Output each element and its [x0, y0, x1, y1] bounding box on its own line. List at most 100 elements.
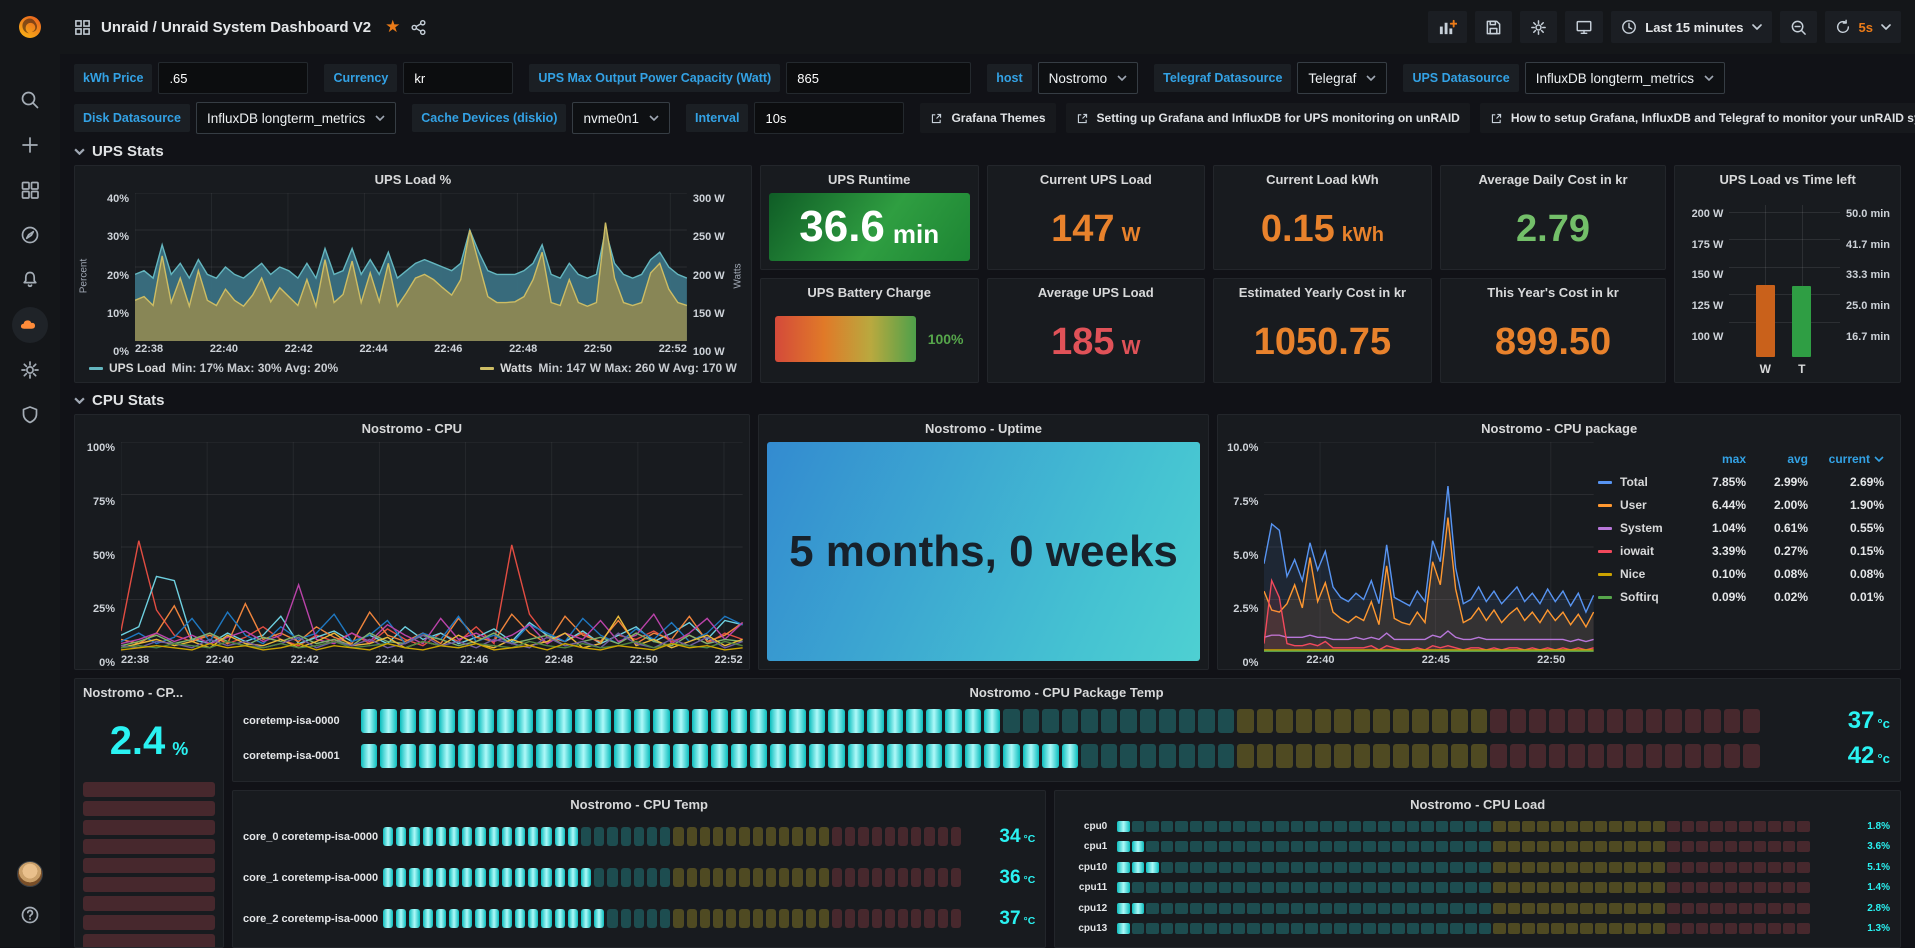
panel-title[interactable]: Nostromo - CPU package: [1481, 421, 1638, 436]
led-bar[interactable]: [383, 868, 961, 887]
panel-title[interactable]: UPS Runtime: [828, 172, 911, 187]
variable-select[interactable]: InfluxDB longterm_metrics: [1524, 62, 1726, 94]
panel-title[interactable]: Nostromo - CPU Temp: [570, 797, 708, 812]
led-segment: [83, 820, 215, 835]
variable-select[interactable]: InfluxDB longterm_metrics: [195, 102, 397, 134]
variable-input[interactable]: kr: [403, 62, 514, 94]
dashboard-settings-button[interactable]: [1520, 11, 1558, 43]
page-title[interactable]: Unraid / Unraid System Dashboard V2: [101, 18, 372, 36]
legend-item[interactable]: Watts Min: 147 W Max: 260 W Avg: 170 W: [480, 361, 737, 375]
explore-compass-icon[interactable]: [12, 217, 48, 253]
led-segment: [528, 868, 539, 887]
shield-icon[interactable]: [12, 397, 48, 433]
alerting-bell-icon[interactable]: [12, 262, 48, 298]
add-panel-button[interactable]: [1428, 11, 1468, 43]
grafana-logo[interactable]: [0, 0, 60, 54]
gear-icon[interactable]: [12, 352, 48, 388]
legend-table-header[interactable]: avg: [1787, 452, 1808, 466]
led-segment: [1464, 861, 1477, 873]
panel-title[interactable]: Estimated Yearly Cost in kr: [1238, 285, 1407, 300]
led-bar[interactable]: [383, 827, 961, 846]
led-segment: [779, 868, 790, 887]
dashboards-icon[interactable]: [12, 172, 48, 208]
led-bar[interactable]: [1117, 841, 1810, 853]
cloud-icon[interactable]: [12, 307, 48, 343]
zoom-out-button[interactable]: [1779, 11, 1817, 43]
led-bar[interactable]: [1117, 820, 1810, 832]
legend-table-series[interactable]: System: [1598, 521, 1684, 535]
led-segment: [1100, 743, 1118, 768]
panel-title[interactable]: Nostromo - CPU: [361, 421, 462, 436]
panel-title[interactable]: UPS Battery Charge: [807, 285, 931, 300]
plus-icon[interactable]: [12, 127, 48, 163]
led-bar[interactable]: [1117, 902, 1810, 914]
help-icon[interactable]: [12, 897, 48, 933]
panel-title[interactable]: Current Load kWh: [1266, 172, 1379, 187]
panel-title[interactable]: Average Daily Cost in kr: [1478, 172, 1628, 187]
led-segment: [1406, 923, 1420, 935]
legend-table-series[interactable]: Nice: [1598, 567, 1684, 581]
variable-select[interactable]: Telegraf: [1297, 62, 1388, 94]
led-segment: [1081, 743, 1098, 768]
search-icon[interactable]: [12, 82, 48, 118]
panel-title[interactable]: Average UPS Load: [1037, 285, 1154, 300]
led-segment: [964, 743, 981, 768]
panel-title[interactable]: Current UPS Load: [1039, 172, 1152, 187]
variable-input[interactable]: .65: [158, 62, 309, 94]
legend-table-value: 0.27%: [1773, 544, 1808, 558]
bar-W[interactable]: [1755, 285, 1775, 357]
time-range-picker[interactable]: Last 15 minutes: [1611, 11, 1772, 43]
panel-title[interactable]: This Year's Cost in kr: [1487, 285, 1619, 300]
star-icon[interactable]: ★: [385, 17, 401, 36]
section-cpu-stats[interactable]: CPU Stats: [60, 383, 1915, 414]
variable-input[interactable]: 865: [786, 62, 972, 94]
panel-title[interactable]: UPS Load %: [374, 172, 452, 187]
save-dashboard-button[interactable]: [1475, 11, 1513, 43]
panel-title[interactable]: UPS Load vs Time left: [1719, 172, 1856, 187]
legend-item[interactable]: UPS Load Min: 17% Max: 30% Avg: 20%: [89, 361, 338, 375]
led-segment: [607, 868, 618, 887]
tv-mode-button[interactable]: [1565, 11, 1604, 43]
panel-title[interactable]: Nostromo - Uptime: [925, 421, 1042, 436]
cpu-package-plot[interactable]: [1264, 442, 1594, 652]
variable-select[interactable]: nvme0n1: [572, 102, 670, 134]
led-bar[interactable]: [1117, 861, 1810, 873]
legend-table-series[interactable]: User: [1598, 498, 1684, 512]
panel-title[interactable]: Nostromo - CPU Load: [1410, 797, 1546, 812]
bar-T[interactable]: [1792, 286, 1812, 357]
led-segment: [1797, 902, 1810, 914]
share-icon[interactable]: [410, 19, 427, 36]
led-bar[interactable]: [361, 709, 1760, 734]
legend-table-header[interactable]: max: [1721, 452, 1746, 466]
led-bar[interactable]: [1117, 882, 1810, 894]
legend-table-series[interactable]: Softirq: [1598, 590, 1684, 604]
refresh-picker[interactable]: 5s: [1824, 11, 1901, 43]
dashboard-link[interactable]: Grafana Themes: [920, 103, 1056, 133]
led-row-value: 37 °C: [999, 907, 1036, 929]
variable-label: Cache Devices (diskio): [412, 104, 567, 132]
led-segment: [1645, 709, 1663, 734]
legend-table-header[interactable]: current: [1812, 452, 1884, 466]
variable-input[interactable]: 10s: [754, 102, 905, 134]
legend-table-series[interactable]: Total: [1598, 475, 1684, 489]
led-segment: [1081, 709, 1098, 734]
cpu-plot[interactable]: [121, 442, 743, 652]
legend-table-series[interactable]: iowait: [1598, 544, 1684, 558]
dashboard-link[interactable]: Setting up Grafana and InfluxDB for UPS …: [1065, 103, 1470, 133]
led-bar[interactable]: [361, 743, 1760, 768]
led-segment: [647, 827, 658, 846]
y-tick: 2.5%: [1233, 603, 1259, 616]
variable-select[interactable]: Nostromo: [1037, 62, 1139, 94]
panel-title[interactable]: Nostromo - CP...: [83, 685, 184, 700]
led-bar[interactable]: [1117, 923, 1810, 935]
dashboard-link[interactable]: How to setup Grafana, InfluxDB and Teleg…: [1479, 103, 1915, 133]
avatar[interactable]: [17, 861, 43, 887]
variable-group: Telegraf Datasource Telegraf: [1154, 62, 1388, 94]
panel-title[interactable]: Nostromo - CPU Package Temp: [969, 685, 1164, 700]
variable-label: Disk Datasource: [74, 104, 190, 132]
ups-load-plot[interactable]: [135, 193, 687, 341]
led-segment: [805, 909, 816, 928]
bar-plot[interactable]: [1729, 195, 1840, 362]
led-bar[interactable]: [383, 909, 961, 928]
section-ups-stats[interactable]: UPS Stats: [60, 134, 1915, 165]
